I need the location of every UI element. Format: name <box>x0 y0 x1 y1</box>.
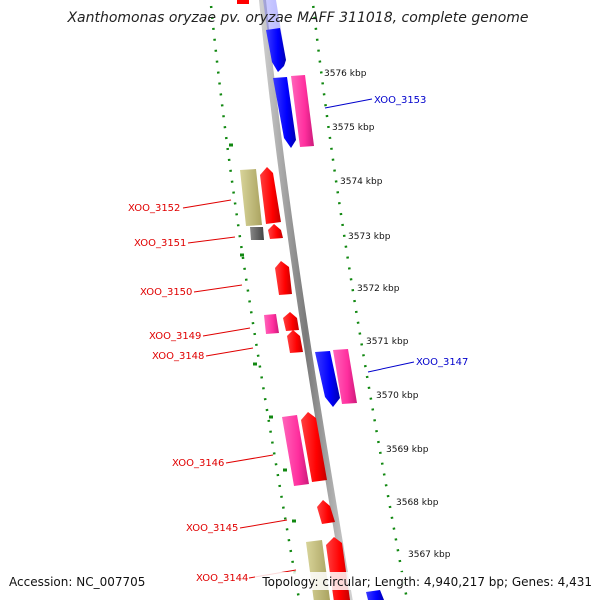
kbp-tick-label: 3574 kbp <box>340 177 383 187</box>
gene-arrow <box>366 590 384 600</box>
gene-arrow <box>266 28 286 72</box>
kbp-tick-label: 3572 kbp <box>357 284 400 294</box>
gene-arrow <box>268 224 283 239</box>
footer-background <box>255 572 595 590</box>
gene-arrow <box>333 349 357 404</box>
kbp-ticks: 3576 kbp 3575 kbp 3574 kbp 3573 kbp 3572… <box>324 69 451 560</box>
gene-label-xoo-3152[interactable]: XOO_3152 <box>128 203 180 214</box>
gene-arrow <box>291 75 314 147</box>
left-ruler-line <box>209 0 301 600</box>
kbp-tick-label: 3571 kbp <box>366 337 409 347</box>
gene-label-xoo-3146[interactable]: XOO_3146 <box>172 458 224 469</box>
gene-arrow <box>306 540 330 600</box>
gene-arrow <box>283 312 299 331</box>
right-gene-labels: XOO_3153 XOO_3147 <box>324 95 468 373</box>
gene-arrow <box>315 351 340 407</box>
gene-label-xoo-3148[interactable]: XOO_3148 <box>152 351 204 362</box>
kbp-tick-label: 3576 kbp <box>324 69 367 79</box>
gene-arrow <box>264 314 279 334</box>
kbp-tick-label: 3570 kbp <box>376 391 419 401</box>
kbp-tick-label: 3567 kbp <box>408 550 451 560</box>
kbp-tick-label: 3568 kbp <box>396 498 439 508</box>
kbp-tick-label: 3573 kbp <box>348 232 391 242</box>
gene-label-xoo-3145[interactable]: XOO_3145 <box>186 523 238 534</box>
gene-arrow <box>275 261 292 295</box>
ruler-lines <box>209 0 409 600</box>
gene-arrow <box>301 412 327 482</box>
topology-label: Topology: circular; Length: 4,940,217 bp… <box>261 575 592 589</box>
kbp-tick-label: 3575 kbp <box>332 123 375 133</box>
left-ruler-ticks <box>229 143 296 523</box>
gene-label-xoo-3144[interactable]: XOO_3144 <box>196 573 248 584</box>
gene-arrow <box>287 330 303 353</box>
gene-label-xoo-3150[interactable]: XOO_3150 <box>140 287 192 298</box>
gene-arrow <box>282 415 309 486</box>
gene-label-xoo-3147[interactable]: XOO_3147 <box>416 357 468 368</box>
accession-label: Accession: NC_007705 <box>9 575 145 589</box>
gene-arrow <box>273 77 296 148</box>
kbp-tick-label: 3569 kbp <box>386 445 429 455</box>
gene-arrow <box>250 227 264 240</box>
gene-arrow <box>237 0 249 4</box>
left-gene-labels: XOO_3152 XOO_3151 XOO_3150 XOO_3149 XOO_… <box>128 199 297 584</box>
gene-arrow <box>240 169 262 226</box>
gene-label-xoo-3149[interactable]: XOO_3149 <box>149 331 201 342</box>
gene-features <box>237 0 384 600</box>
gene-arrow <box>260 167 281 224</box>
map-title: Xanthomonas oryzae pv. oryzae MAFF 31101… <box>66 10 528 26</box>
gene-label-xoo-3153[interactable]: XOO_3153 <box>374 95 426 106</box>
gene-label-xoo-3151[interactable]: XOO_3151 <box>134 238 186 249</box>
gene-arrow <box>317 500 335 524</box>
genome-backbone <box>258 0 353 600</box>
